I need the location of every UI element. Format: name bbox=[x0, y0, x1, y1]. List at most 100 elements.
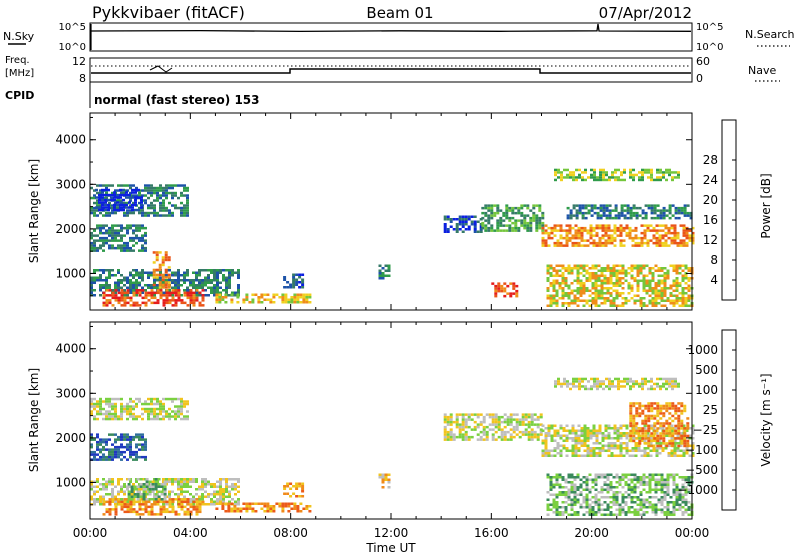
velocity-cell bbox=[591, 496, 595, 499]
velocity-cell bbox=[201, 493, 204, 496]
velocity-cell bbox=[600, 476, 604, 479]
velocity-cell bbox=[630, 496, 634, 499]
velocity-cell bbox=[559, 444, 563, 447]
velocity-cell bbox=[515, 428, 519, 431]
velocity-cell bbox=[648, 473, 652, 476]
velocity-cell bbox=[691, 442, 695, 445]
velocity-cell bbox=[676, 447, 680, 450]
velocity-cell bbox=[552, 486, 556, 489]
power-cell bbox=[675, 282, 679, 285]
velocity-cell bbox=[138, 513, 142, 516]
velocity-cell bbox=[642, 481, 646, 484]
velocity-cell bbox=[96, 480, 99, 483]
velocity-cell bbox=[231, 478, 234, 481]
power-cell bbox=[283, 276, 287, 279]
velocity-cell bbox=[555, 513, 559, 516]
power-cell bbox=[606, 264, 610, 267]
velocity-cell bbox=[571, 432, 575, 435]
power-cell bbox=[674, 176, 677, 179]
power-cell bbox=[575, 168, 578, 172]
power-cell bbox=[192, 286, 195, 289]
power-cell bbox=[549, 274, 553, 277]
power-cell bbox=[614, 176, 617, 179]
power-cell bbox=[162, 299, 166, 302]
power-cell bbox=[192, 284, 195, 287]
velocity-cell bbox=[639, 508, 643, 511]
power-cell bbox=[546, 279, 550, 282]
velocity-cell bbox=[201, 480, 204, 483]
power-cell bbox=[589, 229, 593, 232]
velocity-cell bbox=[142, 488, 146, 491]
power-cell bbox=[189, 284, 192, 287]
velocity-cell bbox=[635, 407, 639, 410]
power-cell bbox=[116, 203, 119, 207]
power-cell bbox=[633, 267, 637, 270]
power-cell bbox=[158, 273, 162, 277]
power-cell bbox=[111, 291, 115, 295]
velocity-cell bbox=[90, 453, 93, 456]
power-cell bbox=[624, 299, 628, 302]
velocity-cell bbox=[547, 432, 551, 435]
power-cell bbox=[621, 267, 625, 270]
velocity-cell bbox=[93, 417, 96, 421]
velocity-cell bbox=[549, 493, 553, 496]
velocity-cell bbox=[527, 435, 531, 439]
velocity-cell bbox=[666, 473, 670, 476]
nsky-label: N.Sky bbox=[3, 30, 35, 43]
power-cell bbox=[155, 268, 159, 272]
velocity-cell bbox=[659, 377, 662, 381]
power-cell bbox=[681, 289, 685, 292]
power-cell bbox=[159, 294, 163, 297]
velocity-cell bbox=[189, 503, 193, 506]
velocity-cell bbox=[494, 418, 498, 421]
velocity-cell bbox=[650, 407, 654, 410]
power-cell bbox=[637, 241, 641, 245]
power-cell bbox=[198, 291, 202, 295]
power-cell bbox=[647, 206, 651, 210]
velocity-cell bbox=[658, 439, 662, 442]
power-cell bbox=[159, 186, 162, 190]
velocity-cell bbox=[549, 481, 553, 484]
velocity-cell bbox=[681, 483, 685, 486]
power-cell bbox=[517, 229, 521, 232]
velocity-cell bbox=[168, 498, 172, 501]
power-cell bbox=[566, 168, 569, 172]
velocity-cell bbox=[556, 452, 560, 455]
velocity-cell bbox=[547, 434, 551, 437]
velocity-cell bbox=[561, 513, 565, 516]
power-cell bbox=[550, 231, 554, 235]
velocity-cell bbox=[464, 413, 468, 416]
power-cell bbox=[657, 292, 661, 295]
power-cell bbox=[638, 171, 641, 174]
velocity-cell bbox=[649, 442, 653, 445]
power-cell bbox=[171, 279, 174, 282]
power-cell bbox=[114, 299, 118, 302]
power-cell bbox=[576, 282, 580, 285]
velocity-cell bbox=[266, 502, 270, 505]
velocity-cell bbox=[550, 449, 554, 452]
power-cell bbox=[164, 251, 168, 254]
power-cell bbox=[654, 297, 658, 300]
velocity-cell bbox=[673, 427, 677, 430]
velocity-cell bbox=[266, 507, 270, 510]
power-cell bbox=[538, 206, 542, 210]
power-cell bbox=[153, 214, 156, 217]
velocity-cell bbox=[251, 510, 255, 513]
velocity-cell bbox=[135, 500, 139, 504]
velocity-cell bbox=[609, 488, 613, 491]
velocity-cell bbox=[658, 452, 662, 455]
power-cell bbox=[132, 286, 135, 289]
power-cell bbox=[174, 206, 177, 210]
velocity-cell bbox=[636, 478, 640, 481]
power-cell bbox=[678, 284, 682, 287]
velocity-cell bbox=[608, 380, 611, 383]
velocity-cell bbox=[500, 415, 504, 419]
velocity-cell bbox=[162, 407, 165, 411]
power-cell bbox=[674, 209, 678, 212]
velocity-cell bbox=[515, 425, 519, 429]
power-cell bbox=[293, 293, 297, 296]
power-cell bbox=[566, 173, 569, 177]
power-cell bbox=[565, 241, 569, 245]
power-cell bbox=[476, 230, 480, 233]
power-cell bbox=[129, 204, 132, 207]
